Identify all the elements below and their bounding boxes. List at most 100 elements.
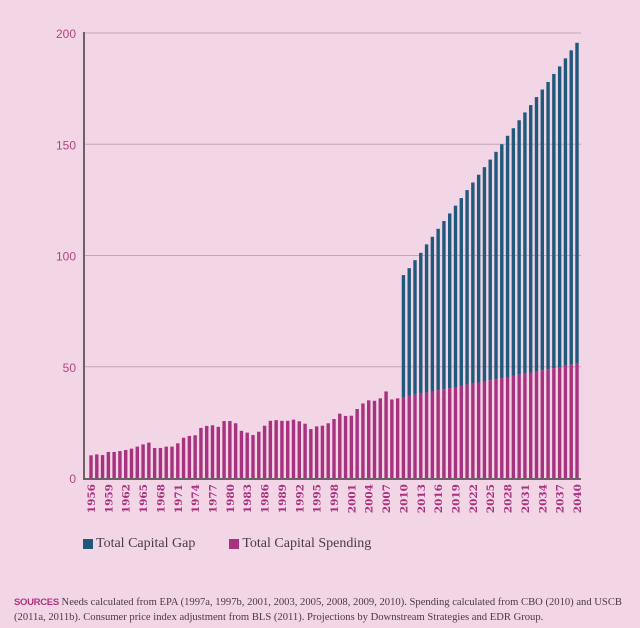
bar-gap-2012 <box>413 260 417 395</box>
bar-spending-1982 <box>239 430 244 478</box>
bar-spending-2020 <box>459 385 463 478</box>
x-tick-label: 2019 <box>451 484 463 513</box>
bar-spending-1965 <box>141 444 145 478</box>
gridlines <box>84 32 581 368</box>
bar-spending-2018 <box>448 388 452 478</box>
bar-spending-1968 <box>158 447 163 478</box>
y-tick-label: 0 <box>69 472 76 486</box>
bar-spending-2034 <box>540 370 544 478</box>
bar-gap-2018 <box>448 213 452 389</box>
bar-spending-1994 <box>309 429 313 478</box>
bar-gap-2013 <box>419 252 423 394</box>
bar-spending-1983 <box>245 432 249 478</box>
bar-spending-2038 <box>563 365 568 478</box>
bar-spending-2030 <box>517 374 521 478</box>
sources-note: SOURCES Needs calculated from EPA (1997a… <box>14 595 634 625</box>
y-axis-tick-labels: 0 50 100 150 200 <box>56 27 76 486</box>
bar-gap-2030 <box>517 120 521 375</box>
bar-gap-2026 <box>494 151 498 380</box>
legend-item-capital-gap: Total Capital Gap <box>83 536 195 552</box>
bar-gap-2023 <box>476 174 481 383</box>
x-tick-label: 1986 <box>260 484 272 513</box>
bar-spending-1969 <box>164 446 168 478</box>
bar-spending-2023 <box>476 382 481 478</box>
x-tick-label: 1968 <box>155 484 167 513</box>
legend-swatch-capital-gap <box>83 539 93 549</box>
bar-spending-1960 <box>112 451 116 478</box>
y-tick-label: 50 <box>63 361 77 375</box>
bar-spending-1991 <box>291 419 296 478</box>
bar-spending-1990 <box>286 420 290 478</box>
bar-spending-2024 <box>482 381 487 478</box>
bar-spending-1971 <box>176 443 180 478</box>
x-tick-label: 2013 <box>416 484 428 513</box>
bar-spending-2004 <box>367 400 371 478</box>
bar-spending-1972 <box>181 437 186 478</box>
x-tick-label: 2040 <box>572 484 584 513</box>
bar-spending-1976 <box>205 425 209 478</box>
bar-spending-1964 <box>135 446 139 478</box>
bar-spending-2017 <box>442 389 446 478</box>
legend: Total Capital Gap Total Capital Spending <box>83 536 371 552</box>
bar-spending-1997 <box>326 423 330 478</box>
bar-spending-1992 <box>297 421 301 478</box>
x-tick-label: 1962 <box>121 484 133 513</box>
bar-spending-2021 <box>465 384 469 478</box>
bar-spending-2037 <box>557 366 562 478</box>
bar-spending-2026 <box>494 379 498 478</box>
x-tick-label: 1980 <box>225 484 237 513</box>
bar-spending-2005 <box>372 400 377 478</box>
x-tick-label: 2001 <box>346 484 358 513</box>
bar-spending-1987 <box>268 420 273 478</box>
bar-spending-1980 <box>228 421 232 478</box>
bar-gap-2033 <box>534 97 539 372</box>
x-tick-label: 1995 <box>312 484 324 513</box>
y-tick-label: 100 <box>56 250 76 264</box>
x-tick-label: 2028 <box>503 484 515 513</box>
x-axis-tick-labels: 1956 1959 1962 1965 1968 1971 1974 1977 1980 1983… <box>86 484 584 513</box>
bar-gap-2034 <box>540 89 544 371</box>
bar-spending-1973 <box>187 435 192 478</box>
bar-gap-2039 <box>569 50 573 365</box>
bar-gap-2035 <box>546 81 550 370</box>
bar-spending-2012 <box>413 394 417 478</box>
x-tick-label: 2016 <box>433 484 445 513</box>
bar-spending-2001 <box>349 415 354 478</box>
legend-label-capital-gap: Total Capital Gap <box>96 536 196 551</box>
bar-gap-2021 <box>465 190 469 385</box>
bar-spending-2025 <box>488 380 492 478</box>
bar-spending-1985 <box>257 431 261 478</box>
x-tick-label: 2025 <box>485 484 497 513</box>
bar-spending-2013 <box>419 393 423 478</box>
bar-spending-1999 <box>338 413 342 478</box>
bar-spending-2027 <box>500 378 504 478</box>
bar-spending-1967 <box>152 447 157 478</box>
legend-label-capital-spending: Total Capital Spending <box>242 536 372 551</box>
bar-spending-1962 <box>124 449 128 478</box>
x-tick-label: 2022 <box>468 484 480 513</box>
x-tick-label: 1983 <box>242 484 254 513</box>
bar-spending-1979 <box>222 421 226 478</box>
bar-gap-2015 <box>430 236 435 392</box>
bar-spending-1959 <box>106 451 111 478</box>
bar-spending-2022 <box>471 383 475 478</box>
x-tick-label: 2031 <box>520 484 532 513</box>
bar-spending-2006 <box>378 398 382 478</box>
bar-spending-1978 <box>216 426 220 478</box>
bar-gap-2032 <box>529 105 533 373</box>
bar-spending-1988 <box>274 420 278 478</box>
x-tick-label: 1977 <box>208 484 220 513</box>
bar-spending-1957 <box>95 454 99 478</box>
bar-gap-2036 <box>552 73 556 369</box>
bar-spending-1956 <box>89 455 93 478</box>
x-tick-label: 2007 <box>381 484 393 513</box>
bar-gap-2028 <box>505 135 510 377</box>
bar-spending-2003 <box>361 403 365 478</box>
bar-spending-1995 <box>314 426 319 478</box>
bar-spending-1989 <box>280 420 284 478</box>
sources-text: Needs calculated from EPA (1997a, 1997b,… <box>14 597 622 623</box>
bar-spending-2010 <box>401 397 406 478</box>
bar-gap-2022 <box>471 182 475 384</box>
bar-spending-2007 <box>384 391 388 478</box>
x-tick-label: 1989 <box>277 484 289 513</box>
